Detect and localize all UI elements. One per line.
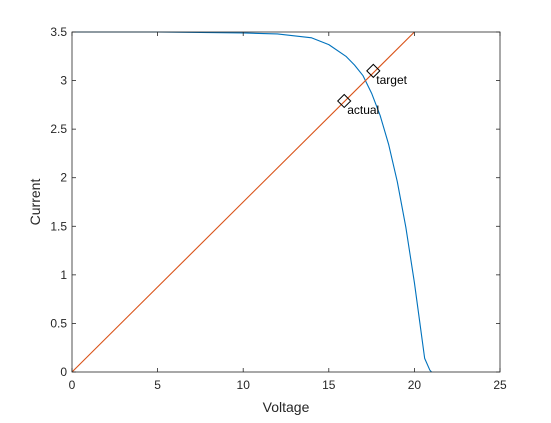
y-tick-label: 3 <box>60 74 67 88</box>
y-axis-title: Current <box>27 179 43 226</box>
series-line-2 <box>71 31 415 373</box>
y-tick-label: 0.5 <box>50 316 67 330</box>
annotation-marker-target <box>366 63 381 79</box>
series-layer <box>71 31 432 373</box>
x-tick-label: 5 <box>154 378 161 392</box>
plot-frame <box>71 31 501 373</box>
y-tick-label: 1.5 <box>50 219 67 233</box>
x-tick-label: 10 <box>237 378 251 392</box>
x-tick-label: 0 <box>69 378 76 392</box>
annotation-label-actual: actual <box>347 103 379 117</box>
x-tick-label: 25 <box>493 378 507 392</box>
plot-area-background <box>72 32 500 372</box>
x-axis-title: Voltage <box>263 399 310 415</box>
annotation-layer: target actual <box>337 63 408 117</box>
annotation-label-target: target <box>376 73 407 87</box>
y-tick-label: 3.5 <box>50 25 67 39</box>
y-tick-label: 2 <box>60 171 67 185</box>
series-line-1 <box>72 31 432 373</box>
annotation-marker-actual <box>337 93 352 109</box>
x-tick-label: 15 <box>322 378 336 392</box>
x-tick-label: 20 <box>408 378 422 392</box>
tick-layer: 0 5 10 15 20 25 0 0.5 1 1.5 2 2.5 3 3.5 <box>50 25 507 392</box>
y-tick-label: 0 <box>60 365 67 379</box>
y-tick-label: 2.5 <box>50 122 67 136</box>
y-tick-label: 1 <box>60 268 67 282</box>
